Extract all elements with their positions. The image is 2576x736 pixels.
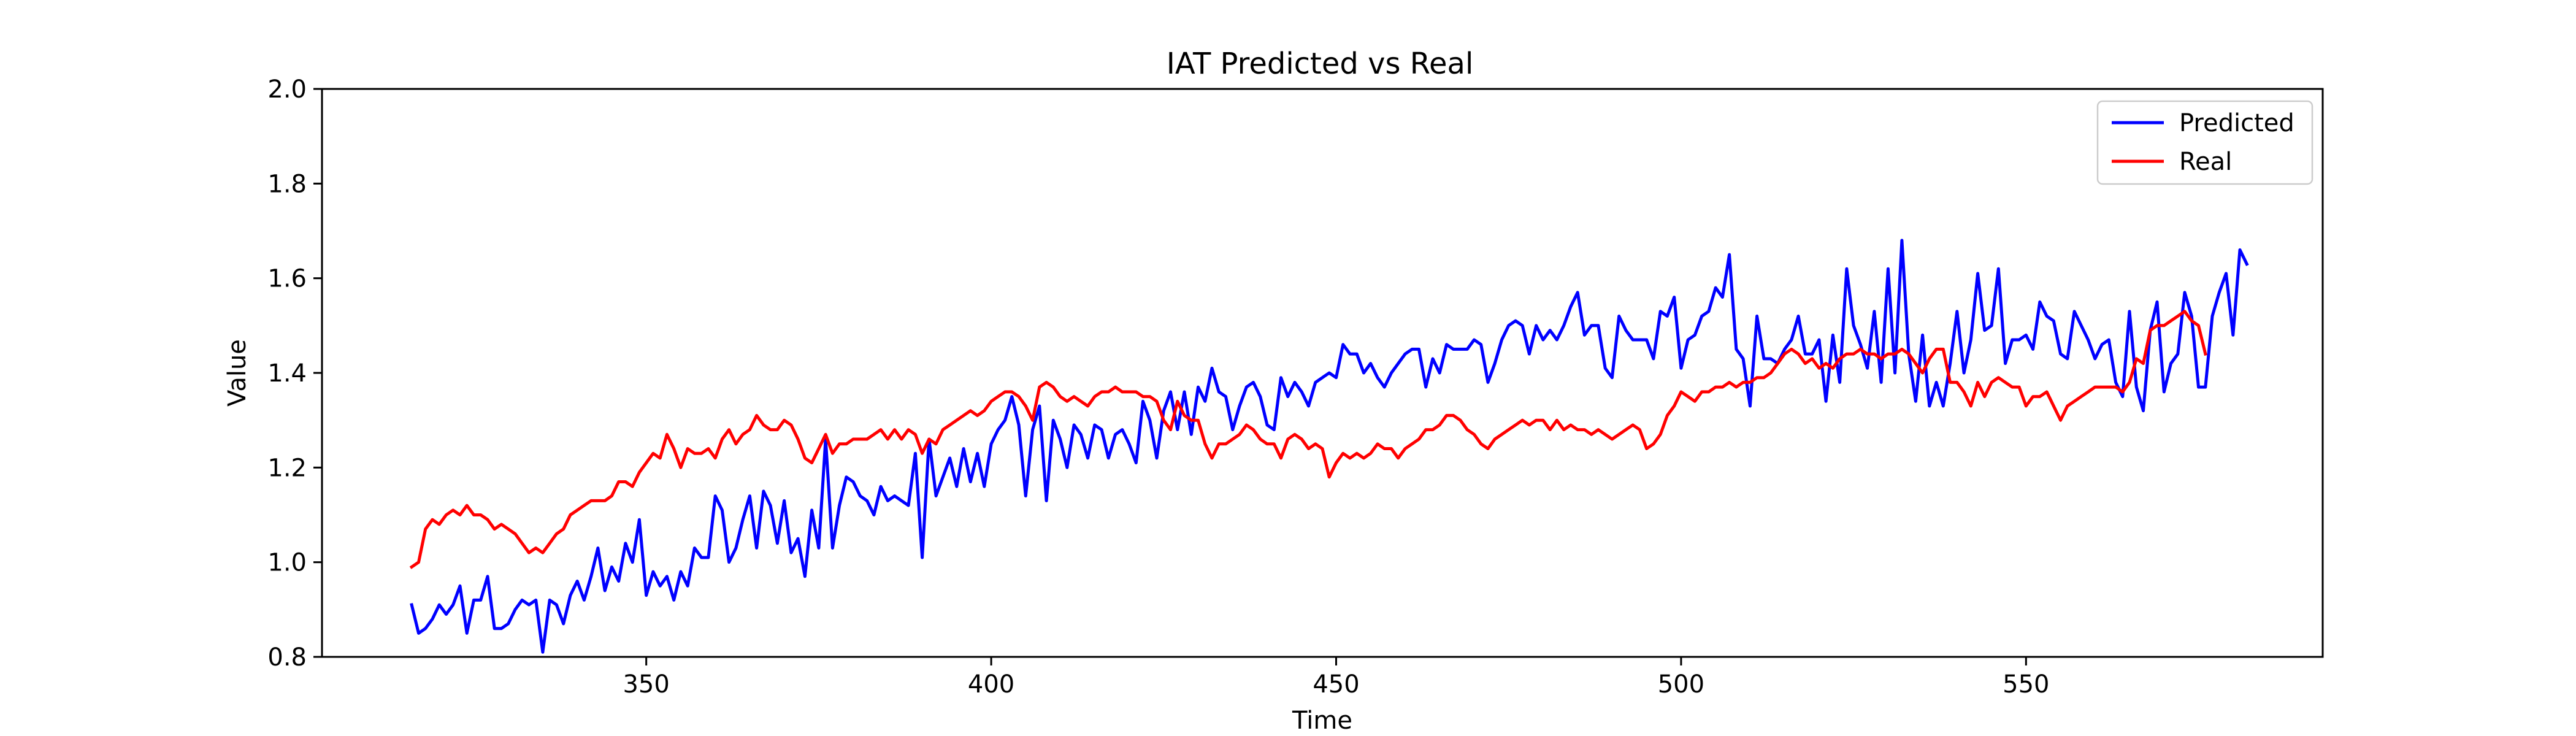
series-line-predicted: [410, 239, 2249, 654]
y-tick-label: 1.6: [267, 265, 307, 293]
y-tick-label: 1.4: [267, 359, 307, 388]
x-axis-label: Time: [1292, 707, 1352, 735]
series-line-real: [409, 310, 2207, 569]
x-axis-ticks: 350 400 450 500 550: [623, 657, 2050, 699]
chart-title: IAT Predicted vs Real: [1167, 47, 1474, 81]
legend-label-real: Real: [2179, 148, 2232, 176]
x-tick-label: 450: [1313, 670, 1359, 699]
y-tick-label: 1.2: [267, 454, 307, 482]
lines-layer: [409, 239, 2249, 654]
y-tick-label: 1.0: [267, 549, 307, 577]
x-tick-label: 400: [968, 670, 1014, 699]
legend-label-predicted: Predicted: [2179, 109, 2294, 137]
y-axis-ticks: 0.8 1.0 1.2 1.4 1.6 1.8 2.0: [267, 75, 322, 672]
axes-frame: [321, 88, 2324, 658]
x-tick-label: 550: [2003, 670, 2049, 699]
x-tick-label: 350: [623, 670, 669, 699]
x-tick-label: 500: [1658, 670, 1704, 699]
plot-area: 350 400 450 500 550 0.8 1.0 1.2 1.4 1.6 1.8 2.0: [267, 75, 2324, 699]
y-tick-label: 1.8: [267, 170, 307, 198]
y-axis-label: Value: [223, 339, 251, 407]
y-tick-label: 0.8: [267, 643, 307, 672]
y-tick-label: 2.0: [267, 75, 307, 104]
legend: Predicted Real: [2096, 100, 2313, 185]
